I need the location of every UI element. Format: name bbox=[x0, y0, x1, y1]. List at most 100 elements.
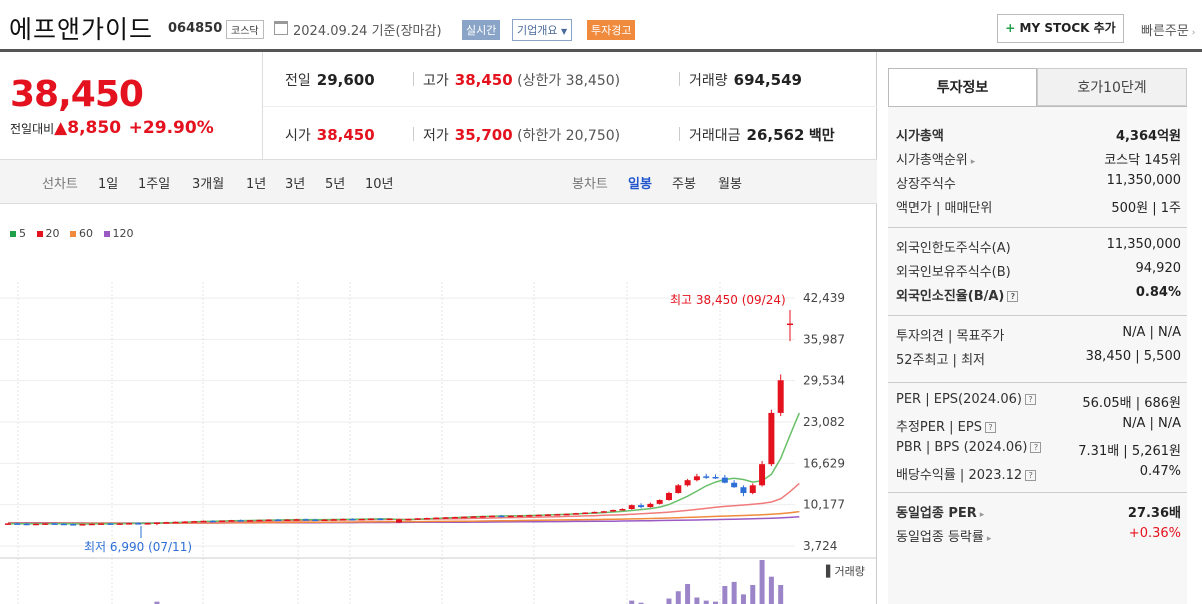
candle bbox=[675, 485, 682, 493]
candle bbox=[451, 517, 458, 519]
realtime-button[interactable]: 실시간 bbox=[462, 20, 501, 40]
tab-daily[interactable]: 일봉 bbox=[628, 177, 652, 192]
help-icon[interactable]: ? bbox=[1007, 291, 1019, 302]
volume-bar bbox=[750, 585, 756, 604]
plus-icon: + bbox=[1005, 21, 1016, 35]
tab-range-3m[interactable]: 3개월 bbox=[192, 177, 225, 192]
volume-bar bbox=[731, 581, 737, 604]
info-row: 외국인보유주식수(B) 94,920 bbox=[896, 261, 1181, 285]
volume-label: ▌거래량 bbox=[825, 564, 865, 578]
high-annotation: 최고 38,450 (09/24) bbox=[670, 293, 786, 307]
investment-warning-badge[interactable]: 투자경고 bbox=[587, 20, 636, 40]
tab-range-1y[interactable]: 1년 bbox=[246, 177, 267, 192]
y-tick-label: 35,987 bbox=[803, 332, 845, 346]
candle bbox=[619, 509, 626, 511]
quick-order-button[interactable]: 빠른주문 › bbox=[1141, 20, 1195, 39]
info-value: 7.31배 | 5,261원 bbox=[1078, 444, 1181, 459]
tab-invest-info[interactable]: 투자정보 bbox=[888, 68, 1037, 106]
tab-range-5y[interactable]: 5년 bbox=[325, 177, 346, 192]
legend-label: 60 bbox=[79, 227, 93, 240]
candle bbox=[414, 518, 421, 520]
quick-order-label: 빠른주문 bbox=[1141, 24, 1189, 39]
candle bbox=[377, 518, 384, 521]
candle bbox=[703, 476, 710, 478]
candle bbox=[665, 492, 672, 501]
volume-bar bbox=[722, 586, 728, 604]
y-tick-label: 23,082 bbox=[803, 415, 845, 429]
info-value: 0.47% bbox=[1139, 464, 1181, 479]
volume-bar bbox=[768, 576, 774, 604]
volume-bar bbox=[694, 597, 700, 604]
candle bbox=[656, 500, 663, 504]
chevron-right-icon[interactable]: ▸ bbox=[970, 157, 976, 167]
candle bbox=[191, 521, 198, 523]
volume-bar bbox=[638, 602, 644, 604]
company-overview-dropdown[interactable]: 기업개요 ▼ bbox=[512, 19, 573, 41]
tab-range-1d[interactable]: 1일 bbox=[98, 177, 119, 192]
chevron-right-icon[interactable]: ▸ bbox=[979, 510, 985, 520]
date-note: 기준(장마감) bbox=[371, 24, 442, 39]
help-icon[interactable]: ? bbox=[984, 422, 996, 433]
candle bbox=[572, 513, 579, 515]
tab-range-3y[interactable]: 3년 bbox=[285, 177, 306, 192]
candle-chart-label: 봉차트 bbox=[572, 177, 608, 192]
info-key: 동일업종 등락률 ▸ bbox=[896, 530, 992, 545]
tab-weekly[interactable]: 주봉 bbox=[672, 177, 696, 192]
info-value: 코스닥 145위 bbox=[1104, 153, 1181, 168]
candle bbox=[433, 517, 440, 520]
candle bbox=[181, 521, 188, 523]
tab-range-1w[interactable]: 1주일 bbox=[138, 177, 171, 192]
tab-monthly[interactable]: 월봉 bbox=[718, 177, 742, 192]
high-label: 고가 bbox=[423, 73, 449, 89]
info-row: 시가 38,450 저가 35,700 (하한가 20,750) 거래대금 26,56… bbox=[263, 106, 877, 160]
candle bbox=[479, 516, 486, 518]
section-divider bbox=[888, 315, 1187, 316]
candle bbox=[442, 517, 449, 519]
calendar-icon bbox=[274, 21, 288, 35]
ma-legend: 5 20 60 120 bbox=[10, 227, 134, 240]
tab-range-10y[interactable]: 10년 bbox=[365, 177, 394, 192]
mystock-add-button[interactable]: + MY STOCK 추가 bbox=[997, 14, 1124, 43]
candle bbox=[5, 523, 11, 525]
candle bbox=[79, 524, 86, 526]
candle bbox=[591, 511, 598, 514]
candle bbox=[330, 519, 337, 521]
candle bbox=[498, 515, 505, 518]
price-chart[interactable]: 42,439 35,987 29,534 23,082 16,629 10,177 3,72… bbox=[0, 242, 876, 604]
candle bbox=[628, 505, 635, 510]
help-icon[interactable]: ? bbox=[1030, 442, 1042, 453]
chart-tabs: 선차트 1일 1주일 3개월 1년 3년 5년 10년 봉차트 일봉 주봉 월봉 bbox=[0, 160, 877, 204]
volume-bar bbox=[685, 583, 691, 604]
info-row: 추정PER | EPS? N/A | N/A bbox=[896, 416, 1181, 440]
info-value: N/A | N/A bbox=[1122, 416, 1181, 431]
separator bbox=[413, 72, 414, 86]
y-tick-label: 29,534 bbox=[803, 374, 845, 388]
header-divider bbox=[0, 49, 1202, 52]
candle bbox=[759, 464, 766, 486]
candle bbox=[200, 520, 207, 523]
main-panel: 38,450 전일대비▲8,850 +29.90% 전일 29,600 고가 38,… bbox=[0, 52, 877, 604]
candle bbox=[247, 520, 254, 522]
tab-orderbook[interactable]: 호가10단계 bbox=[1037, 68, 1187, 106]
info-value: 27.36배 bbox=[1127, 506, 1181, 521]
change-percent: +29.90% bbox=[128, 118, 214, 138]
candle bbox=[312, 519, 319, 522]
candle bbox=[638, 505, 645, 508]
info-value: +0.36% bbox=[1128, 526, 1181, 541]
candle bbox=[60, 523, 67, 526]
ma60-line bbox=[8, 510, 800, 525]
volume-bar bbox=[675, 591, 681, 604]
mystock-label: MY STOCK 추가 bbox=[1019, 21, 1116, 35]
help-icon[interactable]: ? bbox=[1025, 470, 1037, 481]
info-value: 11,350,000 bbox=[1106, 237, 1181, 252]
open-value: 38,450 bbox=[316, 126, 375, 144]
volume-bar bbox=[740, 594, 746, 604]
candle bbox=[461, 516, 468, 519]
prev-close-label: 전일 bbox=[285, 73, 311, 89]
info-key: 액면가 | 매매단위 bbox=[896, 201, 993, 216]
help-icon[interactable]: ? bbox=[1024, 394, 1036, 405]
trade-amount: 거래대금 26,562 백만 bbox=[689, 125, 835, 145]
candle bbox=[535, 514, 542, 517]
chevron-right-icon[interactable]: ▸ bbox=[986, 534, 992, 544]
line-chart-label: 선차트 bbox=[42, 177, 78, 192]
